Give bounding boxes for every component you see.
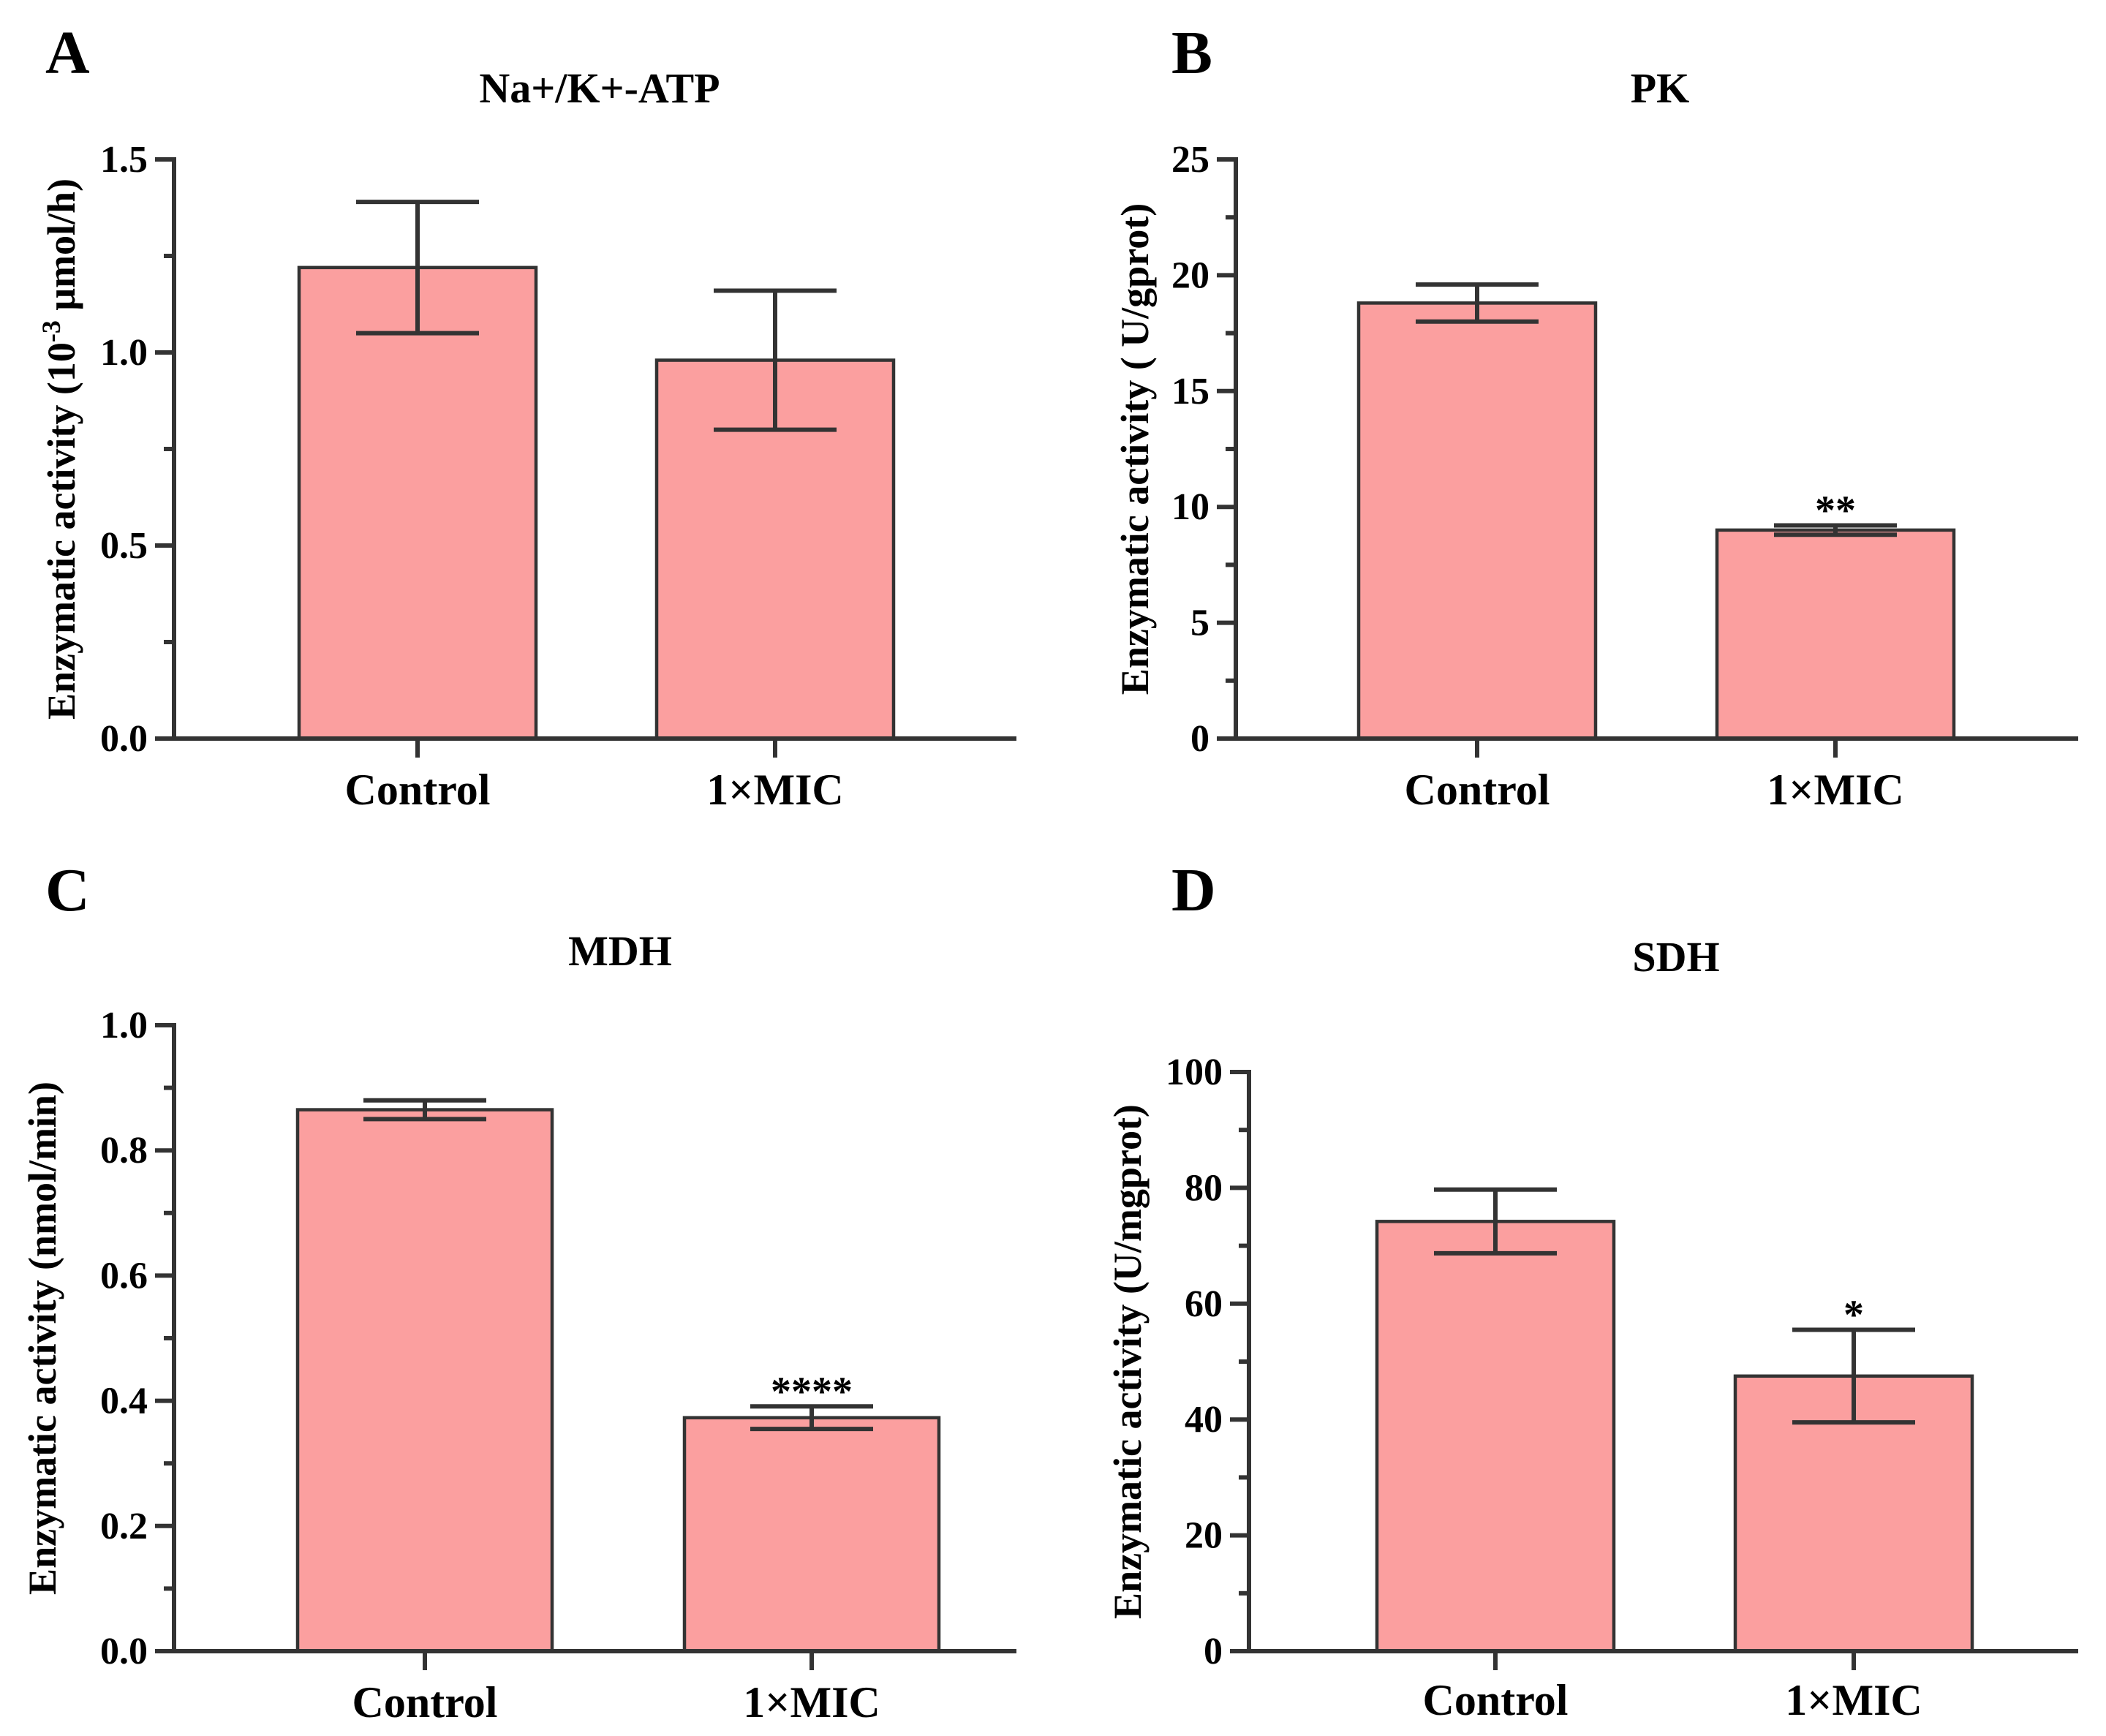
- y-tick-label: 20: [1171, 254, 1209, 296]
- x-tick-label: 1×MIC: [1767, 766, 1904, 814]
- y-axis-label: Enzymatic activity ( U/gprot): [1113, 203, 1157, 695]
- y-tick-label: 1.5: [100, 139, 148, 181]
- panel-c: C MDH Control **** 1×MIC 0.0 0.2 0.4 0.6 0.8 1.0 En…: [20, 856, 1016, 1726]
- y-axis-label-main: Enzymatic activity (10: [39, 342, 83, 720]
- y-tick-label: 0.8: [100, 1130, 148, 1171]
- panel-b: B PK Control ** 1×MIC 0 5 10 15 20 25 Enzymatic act…: [1113, 19, 2078, 814]
- x-tick-label: 1×MIC: [1785, 1676, 1922, 1724]
- y-axis-label-main: Enzymatic activity (nmol/min): [20, 1082, 64, 1595]
- y-tick-label: 0: [1204, 1631, 1223, 1672]
- y-tick-label: 0.0: [100, 1631, 148, 1672]
- x-tick-label: 1×MIC: [706, 766, 844, 814]
- y-tick-label: 0.5: [100, 525, 148, 567]
- y-axis-label: Enzymatic activity (10-3 μmol/h): [37, 178, 83, 720]
- panel-letter: C: [45, 856, 90, 924]
- panel-letter: D: [1171, 856, 1216, 924]
- y-tick-label: 0.2: [100, 1506, 148, 1547]
- x-tick-label: Control: [352, 1678, 498, 1726]
- chart-title: MDH: [568, 927, 672, 975]
- y-tick-label: 15: [1171, 371, 1209, 412]
- y-axis-label-main: Enzymatic activity (U/mgprot): [1106, 1104, 1150, 1619]
- bar: [295, 1108, 554, 1653]
- y-axis-label-tail: μmol/h): [39, 178, 83, 320]
- x-tick-label: 1×MIC: [743, 1678, 880, 1726]
- y-tick-label: 1.0: [100, 332, 148, 374]
- y-tick-label: 1.0: [100, 1005, 148, 1046]
- y-tick-label: 0.0: [100, 718, 148, 760]
- bar: [297, 265, 538, 741]
- chart-title: PK: [1631, 64, 1690, 112]
- significance-label: *: [1843, 1292, 1864, 1337]
- y-axis-label: Enzymatic activity (U/mgprot): [1106, 1104, 1150, 1619]
- panel-d: D SDH Control * 1×MIC 0 20 40 60 80 100 Enzymatic a…: [1106, 856, 2078, 1724]
- y-tick-label: 80: [1185, 1167, 1223, 1209]
- bar: [682, 1416, 941, 1653]
- significance-label: **: [1815, 488, 1856, 534]
- y-axis-label-sup: -3: [37, 320, 66, 342]
- y-tick-label: 0.6: [100, 1255, 148, 1297]
- bar: [1356, 301, 1598, 741]
- y-tick-label: 40: [1185, 1399, 1223, 1441]
- chart-title: Na+/K+-ATP: [479, 64, 720, 112]
- y-axis-label: Enzymatic activity (nmol/min): [20, 1082, 64, 1595]
- significance-label: ****: [771, 1369, 853, 1414]
- y-tick-label: 20: [1185, 1515, 1223, 1557]
- x-tick-label: Control: [1423, 1676, 1569, 1724]
- bar: [1715, 528, 1956, 741]
- y-axis-label-main: Enzymatic activity ( U/gprot): [1113, 203, 1157, 695]
- panel-letter: A: [45, 19, 90, 87]
- y-tick-label: 100: [1166, 1052, 1223, 1093]
- y-tick-label: 25: [1171, 139, 1209, 181]
- y-tick-label: 60: [1185, 1283, 1223, 1325]
- y-tick-label: 0: [1190, 718, 1209, 760]
- chart-title: SDH: [1632, 933, 1719, 981]
- y-tick-label: 10: [1171, 486, 1209, 528]
- x-tick-label: Control: [345, 766, 491, 814]
- panel-letter: B: [1171, 19, 1212, 87]
- x-tick-label: Control: [1405, 766, 1550, 814]
- bar: [1375, 1220, 1616, 1653]
- y-tick-label: 0.4: [100, 1381, 148, 1422]
- panel-a: A Na+/K+-ATP Control 1×MIC 0.0 0.5 1.0 1.5 Enzym…: [37, 19, 1016, 814]
- y-tick-label: 5: [1190, 603, 1209, 644]
